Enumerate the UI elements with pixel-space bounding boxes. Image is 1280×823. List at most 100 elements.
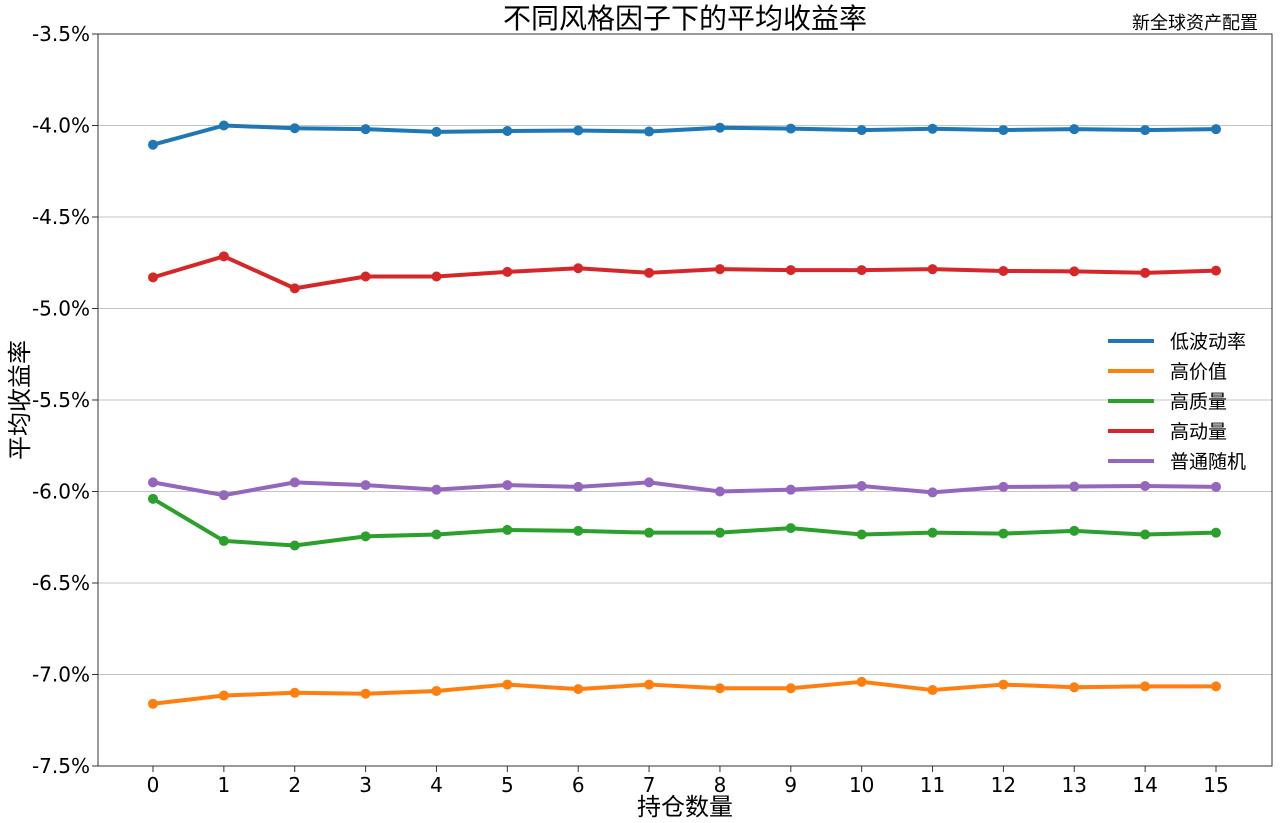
y-tick-label: -5.0%	[32, 297, 90, 321]
x-tick-label: 2	[288, 773, 301, 797]
data-point	[218, 690, 229, 701]
data-point	[431, 685, 442, 696]
x-axis: 0 1 2 3 4 5 6 7 8 9 10 11 12 13 14 15	[147, 766, 1229, 797]
data-point	[714, 264, 725, 275]
data-point	[1140, 681, 1151, 692]
y-tick-label: -6.5%	[32, 571, 90, 595]
data-point	[573, 481, 584, 492]
data-point	[218, 490, 229, 501]
data-point	[289, 283, 300, 294]
data-point	[856, 265, 867, 276]
y-tick-label: -7.5%	[32, 754, 90, 778]
data-point	[502, 524, 513, 535]
y-tick-label: -4.0%	[32, 114, 90, 138]
x-tick-label: 6	[572, 773, 585, 797]
corner-text: 新全球资产配置	[1132, 13, 1258, 34]
data-point	[431, 126, 442, 137]
y-axis: -3.5% -4.0% -4.5% -5.0% -5.5% -6.0% -6.5% -7.0%…	[32, 22, 98, 778]
data-point	[148, 477, 158, 488]
series-低波动率	[148, 120, 1221, 150]
data-point	[927, 527, 938, 538]
data-point	[785, 484, 796, 495]
chart-title: 不同风格因子下的平均收益率	[503, 2, 867, 35]
legend-item: 高动量	[1108, 421, 1227, 443]
x-tick-label: 15	[1203, 773, 1228, 797]
legend-label: 高质量	[1170, 391, 1227, 413]
x-tick-label: 13	[1062, 773, 1087, 797]
data-point	[1140, 529, 1151, 540]
data-point	[1211, 124, 1221, 135]
data-point	[644, 527, 655, 538]
legend-item: 高质量	[1108, 391, 1227, 413]
data-point	[573, 263, 584, 274]
y-tick-label: -5.5%	[32, 388, 90, 412]
data-point	[360, 531, 371, 542]
data-point	[218, 535, 229, 546]
x-tick-label: 3	[359, 773, 372, 797]
data-point	[148, 698, 158, 709]
data-point	[1069, 525, 1080, 536]
data-point	[927, 123, 938, 134]
data-point	[998, 528, 1009, 539]
data-point	[148, 493, 158, 504]
data-point	[998, 481, 1009, 492]
data-point	[289, 123, 300, 134]
series-line	[152, 254, 1217, 291]
data-point	[644, 477, 655, 488]
x-tick-label: 9	[784, 773, 797, 797]
gridlines	[98, 125, 1272, 675]
data-point	[289, 477, 300, 488]
data-point	[1140, 125, 1151, 136]
data-point	[360, 271, 371, 282]
series-line	[152, 123, 1217, 147]
data-point	[644, 267, 655, 278]
data-point	[1211, 681, 1221, 692]
data-point	[856, 125, 867, 136]
data-point	[502, 125, 513, 136]
x-tick-label: 4	[430, 773, 443, 797]
x-tick-label: 8	[714, 773, 727, 797]
legend-item: 低波动率	[1108, 331, 1246, 353]
data-point	[856, 529, 867, 540]
x-tick-label: 5	[501, 773, 514, 797]
x-tick-label: 10	[849, 773, 874, 797]
data-point	[218, 120, 229, 131]
data-point	[502, 679, 513, 690]
legend-label: 普通随机	[1170, 451, 1246, 473]
series-line	[152, 679, 1216, 706]
legend-item: 高价值	[1108, 361, 1227, 383]
data-point	[360, 480, 371, 491]
series-line	[152, 480, 1217, 498]
data-point	[289, 540, 300, 551]
data-point	[785, 123, 796, 134]
legend-item: 普通随机	[1108, 451, 1246, 473]
data-point	[431, 529, 442, 540]
data-point	[1069, 481, 1080, 492]
data-point	[360, 124, 371, 135]
data-point	[431, 271, 442, 282]
data-point	[148, 139, 158, 150]
x-tick-label: 11	[920, 773, 945, 797]
x-tick-label: 0	[147, 773, 160, 797]
legend-label: 高动量	[1170, 421, 1227, 443]
data-point	[998, 679, 1009, 690]
series-高价值	[148, 676, 1221, 709]
data-point	[714, 486, 725, 497]
data-point	[573, 125, 584, 136]
y-tick-label: -4.5%	[32, 205, 90, 229]
data-point	[1140, 267, 1151, 278]
data-point	[148, 272, 158, 283]
y-axis-label: 平均收益率	[6, 340, 34, 460]
data-point	[856, 676, 867, 687]
x-tick-label: 12	[991, 773, 1016, 797]
data-point	[785, 523, 796, 534]
data-point	[927, 487, 938, 498]
data-point	[573, 684, 584, 695]
data-point	[644, 126, 655, 137]
data-point	[502, 266, 513, 277]
legend-label: 高价值	[1170, 361, 1227, 383]
data-point	[218, 251, 229, 262]
data-point	[856, 481, 867, 492]
